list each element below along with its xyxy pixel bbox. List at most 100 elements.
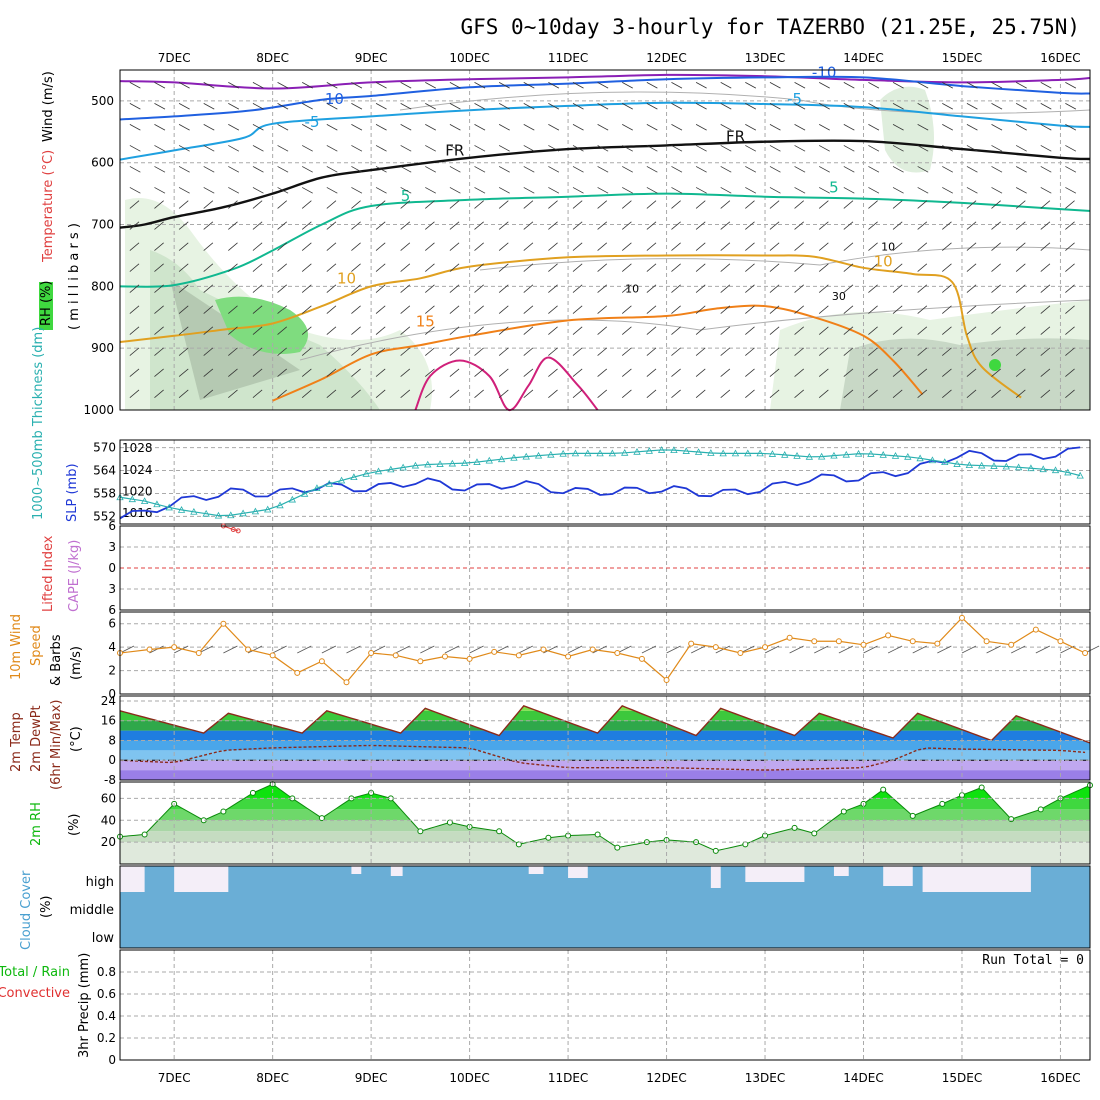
wind10m-speed-marker <box>885 632 892 639</box>
wind-barb <box>1040 200 1051 209</box>
wind-barb <box>548 145 560 152</box>
wind-barb <box>671 305 681 314</box>
wind-barb <box>966 145 978 152</box>
wind-barb <box>622 103 633 110</box>
wind-barb <box>351 200 361 209</box>
wind-barb <box>942 242 952 251</box>
wind-barb <box>646 263 657 272</box>
wind-barb <box>252 368 263 377</box>
y-tick-lifted: 3 <box>108 582 116 596</box>
x-tick-bottom-label: 10DEC <box>449 1071 489 1085</box>
wind-barb <box>400 326 411 335</box>
y-tick-precip: 0.6 <box>97 987 116 1001</box>
wind-barb <box>548 326 558 335</box>
wind-barb <box>154 166 166 173</box>
wind-barb <box>818 368 829 377</box>
wind-barb <box>720 347 731 356</box>
wind-barb <box>1065 145 1077 152</box>
contour-label: 30 <box>832 290 846 303</box>
wind-barb <box>425 305 435 314</box>
wind-barb <box>572 326 583 335</box>
wind-barb <box>252 187 264 194</box>
wind10m-speed-marker <box>934 640 941 647</box>
wind-barb <box>966 187 978 194</box>
wind-barb <box>449 389 460 398</box>
rh2m-marker <box>496 828 503 835</box>
wind10m-speed-marker <box>663 676 670 683</box>
wind-barb <box>178 82 190 89</box>
thickness-marker <box>313 484 321 492</box>
wind-barb <box>400 284 411 293</box>
thickness-marker <box>399 463 407 471</box>
wind-barb <box>769 284 780 293</box>
wind-barb <box>375 82 387 89</box>
wind-barb <box>277 166 289 173</box>
wind-barb <box>917 200 928 209</box>
y-tick-precip: 0 <box>108 1053 116 1067</box>
wind-barb <box>326 103 338 110</box>
rh-band <box>120 842 1090 864</box>
wind-barb <box>818 103 830 110</box>
wind-barb <box>818 221 829 230</box>
wind-barb <box>252 263 263 272</box>
wind-barb <box>892 368 903 377</box>
thickness-marker <box>337 476 346 484</box>
thickness-marker <box>707 449 715 456</box>
label-convective: Convective <box>0 986 70 1001</box>
wind-barb <box>228 187 240 194</box>
wind-barb <box>991 305 1001 314</box>
wind-barb <box>794 200 805 209</box>
wind-barb <box>671 166 683 173</box>
wind-barb <box>942 368 952 377</box>
y-tick-lifted: 0 <box>108 561 116 575</box>
wind-barb <box>843 368 854 377</box>
wind-barb <box>154 221 164 230</box>
rh2m-marker <box>417 828 424 835</box>
rh-shading <box>170 280 300 400</box>
wind-barb <box>203 200 214 209</box>
wind-barb <box>991 124 1003 131</box>
wind-barb <box>351 187 363 194</box>
wind-barb <box>498 263 509 272</box>
wind-barb <box>720 389 731 398</box>
wind-barb <box>252 82 264 89</box>
label-2m-temp: 2m Temp <box>9 712 24 772</box>
wind-barb <box>621 368 632 377</box>
wind-barb <box>326 389 337 398</box>
wind-barb <box>228 347 238 356</box>
wind-barb <box>351 145 363 152</box>
wind-barb <box>375 221 386 230</box>
wind-barb <box>425 145 437 152</box>
wind-barb <box>425 200 435 209</box>
thickness-marker <box>1027 464 1035 472</box>
wind10m-speed-marker <box>983 638 990 645</box>
label-wind-units: (m/s) <box>69 646 84 680</box>
wind-barb <box>1015 263 1026 272</box>
wind-barb <box>1040 166 1052 173</box>
wind10m-barb <box>247 645 263 654</box>
contour-label: 15 <box>416 313 435 331</box>
axis-labels: RH (%) Temperature (°C) Wind (m/s) ( m i… <box>0 71 1084 1058</box>
wind-barb <box>375 187 387 194</box>
wind-barb <box>203 82 215 89</box>
wind-barb <box>178 242 189 251</box>
wind10m-speed-marker <box>294 669 301 676</box>
wind10m-barb <box>420 645 435 654</box>
wind-barb <box>203 103 215 110</box>
wind-barb <box>523 166 535 173</box>
thickness-marker <box>177 506 186 513</box>
wind-barb <box>1015 221 1026 230</box>
wind10m-speed-marker <box>417 658 424 665</box>
wind-barb <box>769 124 781 131</box>
wind-barb <box>597 82 609 89</box>
wind-barb <box>966 166 978 173</box>
wind-barb <box>745 368 755 377</box>
wind-barb <box>548 200 558 209</box>
wind-barb <box>868 200 878 209</box>
wind-barb <box>523 124 535 131</box>
thickness-marker <box>670 446 678 454</box>
wind-barb <box>449 124 461 131</box>
wind-barb <box>597 124 609 131</box>
wind10m-speed-marker <box>466 655 473 662</box>
wind-barb <box>523 242 534 251</box>
